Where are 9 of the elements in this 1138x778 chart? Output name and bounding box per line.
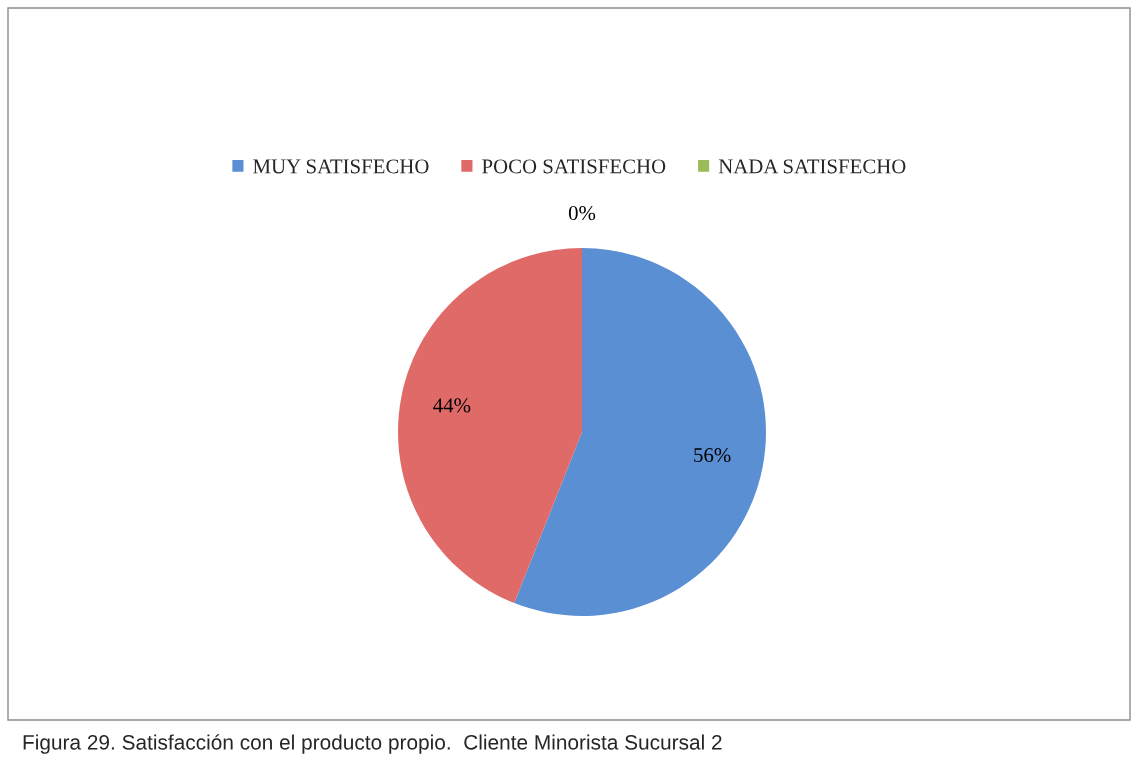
legend-label: NADA SATISFECHO (718, 159, 906, 174)
legend-label: MUY SATISFECHO (253, 159, 429, 174)
pie-slice (398, 248, 582, 604)
pie-slice (514, 248, 766, 616)
text: Figura 29. Satisfacción con el producto propio. Cliente Minorista Sucursal 2 (23, 734, 722, 754)
data-label: 56% (694, 447, 731, 463)
legend-label: POCO SATISFECHO (482, 159, 666, 174)
text: 0% (568, 206, 596, 221)
data-label: 44% (433, 398, 471, 413)
